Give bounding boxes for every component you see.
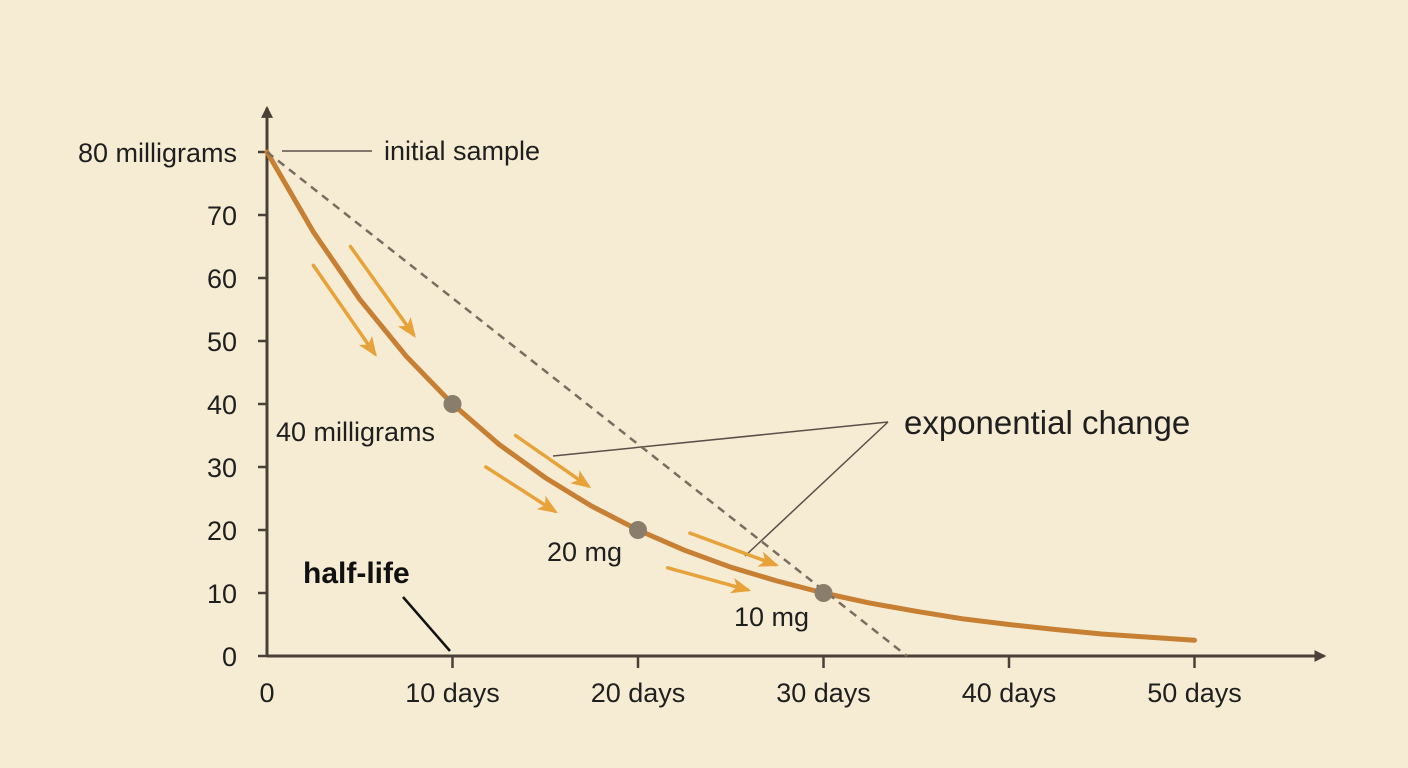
flow-arrow: [348, 244, 416, 338]
y-tick-label: 70: [207, 201, 237, 231]
leader-half-life: [402, 596, 451, 652]
x-tick-label: 10 days: [405, 678, 500, 708]
leader-exponential-change-upper: [552, 421, 889, 457]
y-tick-label: 20: [207, 516, 237, 546]
marker-label-40: 40 milligrams: [276, 417, 435, 447]
leader-lines: [282, 150, 889, 652]
flow-arrow: [484, 465, 558, 514]
ticks: 0 10 days 20 days 30 days 40 days 50 days 0 10 2…: [78, 138, 1242, 708]
y-tick-label: 0: [222, 642, 237, 672]
y-tick-label: 40: [207, 390, 237, 420]
marker-label-10: 10 mg: [734, 602, 809, 632]
x-tick-label: 30 days: [776, 678, 871, 708]
x-tick-label: 50 days: [1147, 678, 1242, 708]
x-tick-label: 20 days: [591, 678, 686, 708]
y-tick-label: 50: [207, 327, 237, 357]
flow-arrows: [311, 244, 780, 594]
linear-decay-dashed-line: [266, 151, 908, 657]
flow-arrow: [513, 433, 592, 489]
series-group: [264, 149, 1197, 657]
y-tick-label: 80 milligrams: [78, 138, 237, 168]
axes: [261, 105, 1327, 662]
flow-arrow: [665, 566, 752, 594]
x-tick-label: 0: [259, 678, 274, 708]
y-tick-label: 30: [207, 453, 237, 483]
leader-exponential-change-lower: [744, 421, 889, 557]
data-point-marker: [814, 584, 833, 602]
y-tick-label: 10: [207, 579, 237, 609]
flow-arrow: [311, 263, 377, 357]
data-point-marker: [629, 521, 647, 539]
annotation-exponential-change: exponential change: [904, 404, 1190, 441]
y-tick-label: 60: [207, 264, 237, 294]
annotation-half-life: half-life: [303, 557, 410, 590]
annotation-initial-sample: initial sample: [384, 136, 540, 166]
markers: [443, 395, 833, 602]
marker-label-20: 20 mg: [547, 537, 622, 567]
x-tick-label: 40 days: [962, 678, 1057, 708]
flow-arrow: [688, 531, 780, 567]
data-point-marker: [443, 395, 462, 413]
exponential-decay-curve: [264, 149, 1197, 643]
